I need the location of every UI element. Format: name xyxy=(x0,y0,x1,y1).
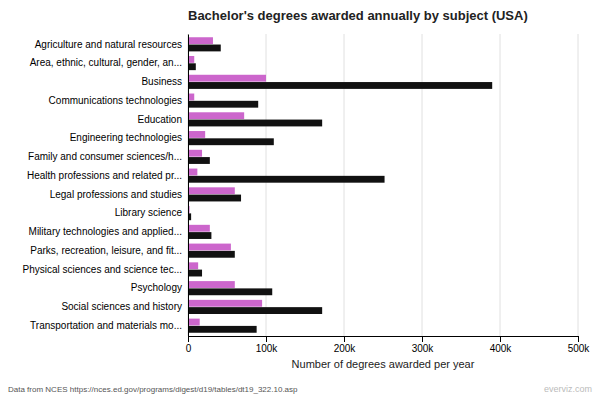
x-tick-label: 0 xyxy=(186,343,192,354)
bars xyxy=(188,37,492,332)
y-tick-label: Physical sciences and science tec... xyxy=(22,264,182,275)
bar xyxy=(188,75,266,82)
y-tick: Legal professions and studies xyxy=(50,189,182,200)
bar xyxy=(188,120,322,127)
grid-line xyxy=(344,34,345,336)
y-tick-label: Military technologies and applied... xyxy=(29,226,182,237)
bar xyxy=(188,262,198,269)
y-tick: Agriculture and natural resources xyxy=(35,39,182,50)
y-tick-label: Parks, recreation, leisure, and fit... xyxy=(30,245,182,256)
x-tick-label: 500k xyxy=(568,343,591,354)
x-tick-mark xyxy=(266,336,267,342)
bar xyxy=(188,326,257,333)
bar xyxy=(188,169,197,176)
x-axis-title: Number of degrees awarded per year xyxy=(292,358,475,370)
bar xyxy=(188,225,210,232)
y-tick: Transportation and materials mo... xyxy=(30,320,182,331)
grid xyxy=(188,34,578,336)
footnote: Data from NCES https://nces.ed.gov/progr… xyxy=(8,385,298,394)
x-tick-mark xyxy=(422,336,423,342)
y-axis: Agriculture and natural resources Area, e… xyxy=(22,35,188,337)
x-tick: 300k xyxy=(412,336,435,354)
y-tick-label: Psychology xyxy=(131,282,182,293)
y-tick: Business xyxy=(141,76,182,87)
y-tick-label: Family and consumer sciences/h... xyxy=(28,151,182,162)
bar xyxy=(188,244,231,251)
bar xyxy=(188,150,202,157)
bar xyxy=(188,45,221,52)
watermark: everviz.com xyxy=(544,384,592,394)
plot: 0 100k 200k 300k 400k 500k Agriculture and nat… xyxy=(22,34,590,354)
bar xyxy=(188,37,213,44)
y-tick: Social sciences and history xyxy=(61,301,182,312)
grid-line xyxy=(422,34,423,336)
x-tick-mark xyxy=(188,336,189,342)
x-tick-mark xyxy=(344,336,345,342)
x-tick-label: 200k xyxy=(334,343,357,354)
bar xyxy=(188,288,272,295)
y-tick: Library science xyxy=(115,207,183,218)
x-tick: 200k xyxy=(334,336,357,354)
y-tick-label: Legal professions and studies xyxy=(50,189,182,200)
y-tick: Area, ethnic, cultural, gender, an... xyxy=(30,57,182,68)
bar xyxy=(188,82,492,89)
grid-line xyxy=(188,34,189,336)
y-tick-label: Health professions and related pr... xyxy=(27,170,182,181)
y-tick: Health professions and related pr... xyxy=(27,170,182,181)
x-axis: 0 100k 200k 300k 400k 500k xyxy=(186,336,591,354)
bar xyxy=(188,187,235,194)
bar xyxy=(188,270,202,277)
y-tick: Engineering technologies xyxy=(70,132,182,143)
bar xyxy=(188,307,322,314)
y-tick-label: Area, ethnic, cultural, gender, an... xyxy=(30,57,182,68)
x-tick: 100k xyxy=(256,336,279,354)
x-tick-label: 400k xyxy=(490,343,513,354)
y-tick-label: Agriculture and natural resources xyxy=(35,39,182,50)
bar xyxy=(188,300,262,307)
x-tick-label: 300k xyxy=(412,343,435,354)
chart: 0 100k 200k 300k 400k 500k Agriculture and nat… xyxy=(0,0,600,400)
bar xyxy=(188,157,210,164)
y-tick: Family and consumer sciences/h... xyxy=(28,151,182,162)
y-tick-label: Engineering technologies xyxy=(70,132,182,143)
bar xyxy=(188,101,258,108)
y-tick-label: Business xyxy=(141,76,182,87)
bar xyxy=(188,131,205,138)
y-axis-line xyxy=(188,35,189,337)
y-tick: Military technologies and applied... xyxy=(29,226,182,237)
x-tick: 400k xyxy=(490,336,513,354)
bar xyxy=(188,232,211,239)
title: Bachelor's degrees awarded annually by s… xyxy=(188,8,528,23)
y-tick: Communications technologies xyxy=(49,95,182,106)
x-tick-mark xyxy=(578,336,579,342)
bar xyxy=(188,281,235,288)
y-tick: Psychology xyxy=(131,282,182,293)
bar xyxy=(188,176,385,183)
y-tick-label: Transportation and materials mo... xyxy=(30,320,182,331)
x-axis-line xyxy=(189,337,579,343)
bar xyxy=(188,251,235,258)
bar xyxy=(188,63,196,70)
y-tick-label: Library science xyxy=(115,207,183,218)
x-tick-mark xyxy=(500,336,501,342)
x-tick: 0 xyxy=(186,336,192,354)
bar xyxy=(188,319,200,326)
y-tick: Education xyxy=(138,114,182,125)
bar xyxy=(188,138,274,145)
y-tick: Parks, recreation, leisure, and fit... xyxy=(30,245,182,256)
y-tick: Physical sciences and science tec... xyxy=(22,264,182,275)
y-tick-label: Communications technologies xyxy=(49,95,182,106)
x-tick-label: 100k xyxy=(256,343,279,354)
y-tick-label: Social sciences and history xyxy=(61,301,182,312)
y-tick-label: Education xyxy=(138,114,182,125)
x-tick: 500k xyxy=(568,336,591,354)
grid-line xyxy=(500,34,501,336)
bar xyxy=(188,195,241,202)
bar xyxy=(188,112,244,119)
grid-line xyxy=(578,34,579,336)
